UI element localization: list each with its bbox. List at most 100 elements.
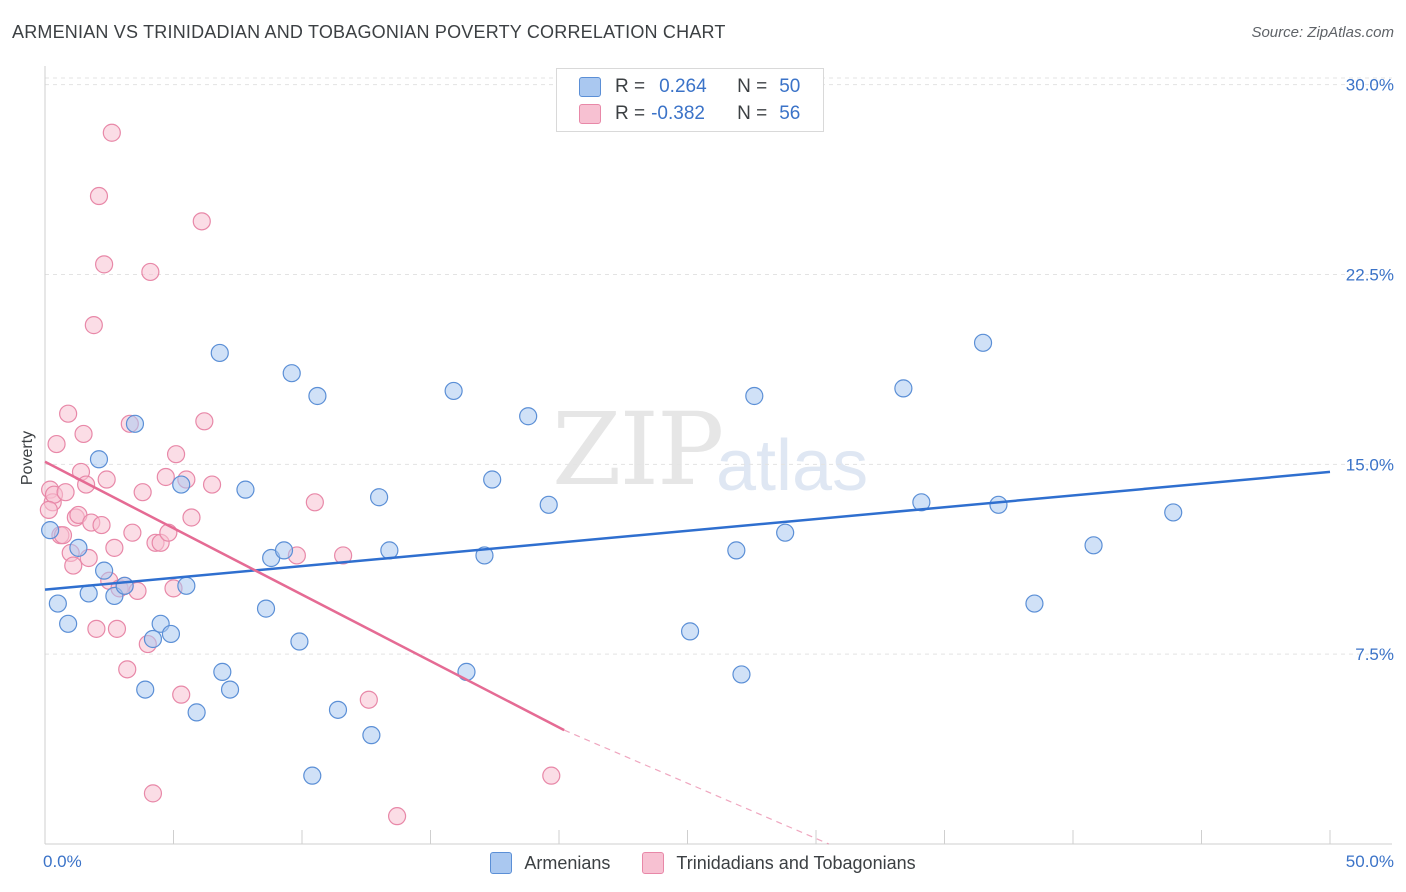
trinidadians-point	[202, 475, 222, 494]
trinidadians-point	[39, 500, 58, 519]
trinidadians-point	[166, 445, 186, 464]
trinidadians-point	[47, 434, 66, 454]
series-armenians-points	[41, 333, 1183, 785]
trinidadians-point	[105, 538, 124, 557]
chart-title: ARMENIAN VS TRINIDADIAN AND TOBAGONIAN P…	[12, 22, 726, 42]
trinidadians-point	[359, 690, 378, 709]
armenians-point	[69, 538, 88, 557]
armenians-swatch	[579, 77, 601, 97]
armenians-point	[894, 379, 913, 398]
trinidadians-point	[156, 467, 175, 487]
legend-n-label: N =	[737, 103, 768, 124]
armenians-point	[727, 541, 746, 560]
armenians-point	[308, 386, 327, 406]
armenians-point	[161, 624, 181, 644]
trinidadians-legend-label: Trinidadians and Tobagonians	[676, 852, 916, 873]
trinidadians-point	[192, 212, 211, 231]
armenians-point	[41, 521, 60, 540]
armenians-point	[745, 386, 764, 406]
armenians-legend-label: Armenians	[524, 852, 611, 873]
trinidadians-point	[87, 619, 106, 638]
armenians-point	[303, 766, 322, 785]
trinidadians-point	[195, 412, 214, 431]
trinidadians-point	[59, 404, 78, 423]
armenians-point	[989, 495, 1008, 514]
series-legend: Armenians Trinidadians and Tobagonians	[0, 852, 1406, 874]
armenians-point	[59, 614, 78, 633]
trinidadians-point	[123, 523, 142, 542]
legend-r-label: R =	[615, 103, 646, 124]
watermark-atlas: atlas	[716, 426, 869, 506]
y-tick-label: 15.0%	[1346, 455, 1394, 474]
axes	[44, 66, 1392, 845]
y-tick-labels: 7.5% 15.0% 22.5% 30.0%	[1346, 76, 1394, 665]
trinidadians-point	[143, 784, 163, 803]
legend-r-value: -0.382	[651, 103, 705, 124]
trinidadians-point	[542, 766, 561, 785]
armenians-point	[912, 493, 931, 512]
legend-n-value: 56	[779, 103, 801, 124]
trinidadians-trend-extension	[563, 729, 830, 845]
armenians-point	[973, 333, 993, 352]
trinidadians-point	[172, 685, 191, 704]
x-tick-label-min: 0.0%	[43, 852, 82, 871]
trinidadians-point	[64, 556, 83, 575]
armenians-point	[48, 594, 67, 613]
armenians-point	[89, 450, 109, 469]
y-tick-label: 7.5%	[1355, 645, 1394, 664]
armenians-point	[210, 343, 229, 363]
trinidadians-legend-swatch	[642, 852, 665, 874]
legend-item-trinidadians: Trinidadians and Tobagonians	[642, 852, 916, 874]
source-credit: Source: ZipAtlas.com	[1251, 24, 1394, 41]
trinidadians-point	[92, 515, 111, 535]
armenians-point	[1025, 594, 1044, 613]
legend-item-armenians: Armenians	[490, 852, 610, 874]
trinidadians-trend-line	[44, 460, 565, 732]
armenians-point	[328, 700, 348, 719]
armenians-point	[732, 665, 751, 684]
armenians-point	[236, 480, 255, 499]
trinidadians-swatch	[579, 104, 601, 124]
watermark-zip: ZIP	[552, 391, 724, 508]
x-tick-label-max: 50.0%	[1345, 852, 1394, 871]
y-tick-label: 22.5%	[1346, 265, 1394, 284]
trinidadians-point	[182, 508, 201, 527]
legend-row-armenians: R = 0.264 N = 50	[579, 75, 800, 99]
armenians-point	[143, 629, 163, 649]
armenians-point	[274, 541, 294, 560]
legend-r-label: R =	[615, 76, 646, 97]
gridlines	[45, 77, 1392, 655]
trinidadians-point	[74, 424, 93, 444]
trinidadians-point	[141, 262, 160, 282]
armenians-point	[776, 523, 795, 542]
armenians-point	[475, 546, 494, 565]
trinidadians-point	[133, 483, 152, 502]
armenians-point	[172, 475, 191, 494]
legend-r-value: 0.264	[659, 76, 707, 97]
correlation-legend: R = 0.264 N = 50 R = -0.382 N = 56	[556, 68, 824, 132]
armenians-point	[213, 662, 232, 681]
trend-lines	[44, 460, 1331, 845]
armenians-point	[680, 622, 700, 641]
armenians-legend-swatch	[490, 852, 513, 874]
legend-n-label: N =	[737, 76, 768, 97]
armenians-point	[177, 576, 196, 595]
trinidadians-point	[95, 255, 114, 274]
trinidadians-point	[387, 807, 407, 826]
armenians-point	[187, 703, 206, 722]
series-trinidadians-points	[39, 123, 561, 826]
trinidadians-point	[97, 470, 116, 489]
armenians-point	[1164, 503, 1183, 522]
armenians-point	[370, 488, 389, 507]
armenians-point	[483, 470, 502, 489]
armenians-point	[79, 584, 98, 603]
armenians-point	[444, 381, 463, 401]
armenians-point	[136, 680, 155, 699]
armenians-point	[125, 414, 145, 433]
armenians-point	[1084, 536, 1103, 555]
armenians-point	[256, 599, 276, 618]
trinidadians-point	[107, 619, 127, 638]
trinidadians-point	[84, 316, 103, 335]
trinidadians-point	[334, 546, 353, 565]
